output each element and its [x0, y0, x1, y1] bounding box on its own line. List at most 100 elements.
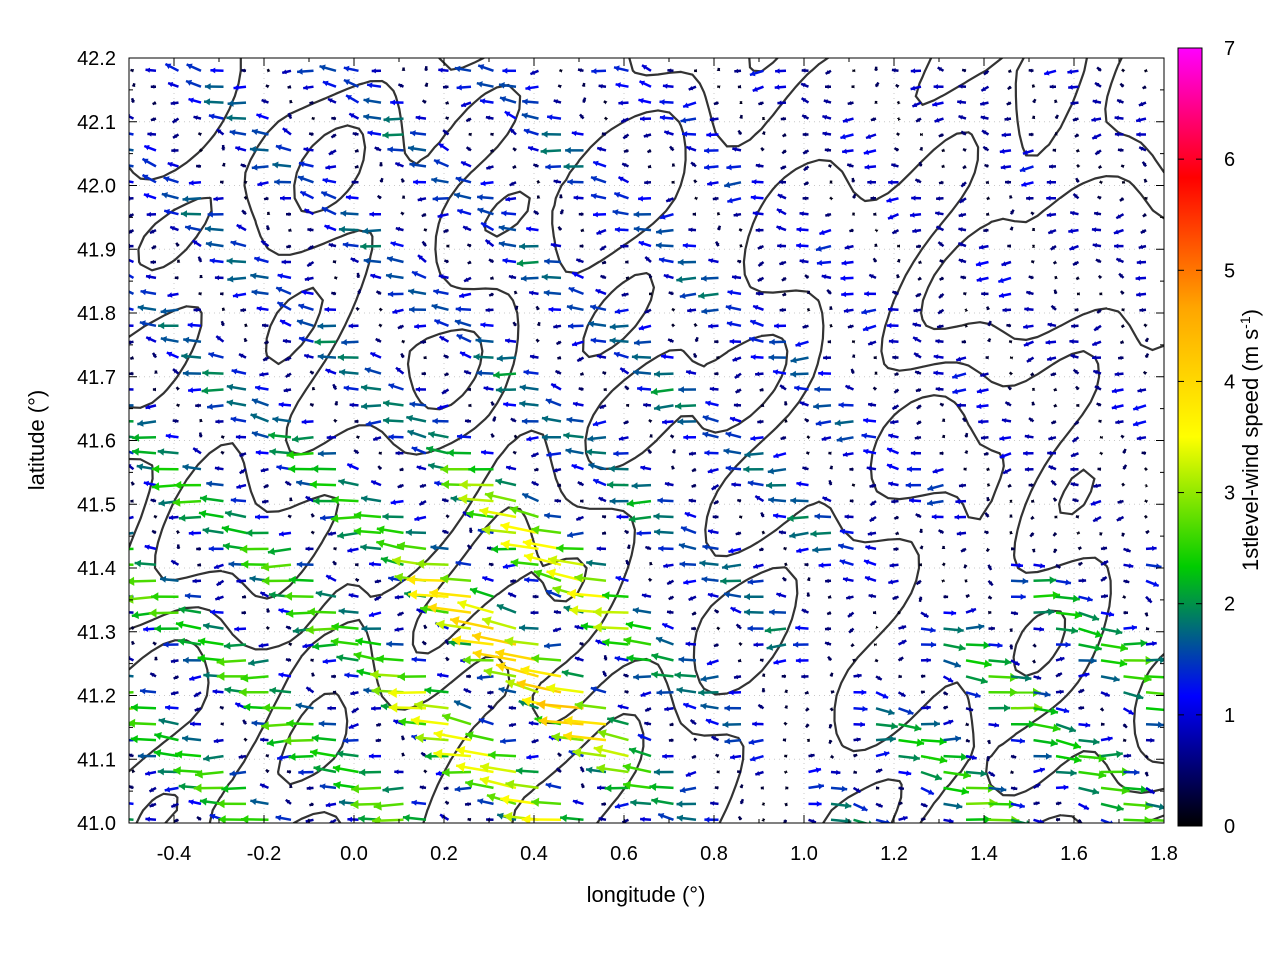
wind-arrow-head: [129, 243, 131, 249]
wind-arrow-head: [424, 770, 428, 774]
wind-arrow: [559, 209, 564, 215]
wind-arrow: [205, 240, 224, 248]
wind-arrow-head: [709, 386, 715, 392]
wind-arrow: [509, 127, 517, 136]
wind-arrow: [196, 546, 202, 551]
wind-arrow-head: [678, 386, 684, 393]
wind-arrow-head: [401, 353, 405, 358]
wind-arrow: [203, 98, 224, 106]
wind-arrow: [739, 798, 745, 805]
wind-arrow: [141, 173, 157, 184]
wind-arrow-head: [404, 590, 412, 599]
wind-arrow: [613, 351, 629, 359]
wind-arrow-head: [330, 637, 339, 647]
wind-arrow-head: [371, 68, 376, 74]
wind-arrow-head: [172, 418, 177, 424]
wind-arrow-head: [151, 245, 156, 249]
wind-arrow: [303, 353, 314, 359]
wind-arrow: [846, 163, 854, 168]
wind-arrow: [368, 753, 382, 759]
wind-arrow: [530, 610, 539, 615]
wind-arrow: [440, 464, 471, 474]
wind-arrow-head: [355, 637, 363, 646]
wind-arrow: [810, 530, 832, 538]
wind-arrow: [818, 370, 832, 377]
wind-arrow-shaft: [129, 148, 134, 152]
wind-arrow-head: [662, 83, 668, 89]
wind-arrow: [163, 176, 179, 184]
wind-arrow-head: [775, 68, 780, 74]
wind-arrow: [214, 595, 224, 601]
wind-arrow: [521, 418, 539, 425]
wind-arrow: [219, 180, 224, 185]
wind-arrow: [314, 338, 337, 346]
wind-arrow: [504, 338, 517, 344]
wind-arrow: [418, 500, 427, 506]
wind-arrow: [757, 244, 765, 250]
wind-arrow-head: [414, 700, 424, 711]
wind-arrow: [182, 463, 202, 471]
wind-arrow: [241, 560, 269, 569]
wind-arrow-head: [574, 573, 583, 583]
wind-arrow: [152, 387, 156, 392]
wind-arrow-head: [172, 497, 181, 507]
wind-arrow-head: [868, 820, 872, 823]
wind-arrow-head: [140, 289, 147, 296]
wind-arrow-head: [260, 467, 266, 473]
wind-arrow-head: [130, 703, 138, 712]
wind-arrow: [727, 289, 742, 296]
wind-arrow: [140, 289, 157, 296]
wind-arrow-head: [371, 686, 380, 696]
wind-arrow: [590, 175, 607, 184]
wind-arrow-head: [701, 275, 707, 282]
wind-arrow-head: [261, 721, 270, 731]
wind-arrow: [521, 112, 539, 120]
wind-arrow: [851, 483, 856, 488]
wind-arrow-head: [209, 813, 216, 820]
wind-arrow-head: [163, 176, 170, 183]
wind-arrow-head: [242, 594, 246, 599]
wind-arrow-head: [382, 785, 390, 794]
wind-arrow-head: [277, 302, 284, 308]
wind-arrow: [441, 388, 450, 395]
wind-arrow-head: [784, 722, 788, 726]
wind-arrow: [768, 496, 787, 504]
wind-arrow-head: [196, 546, 200, 551]
wind-arrow-head: [282, 69, 287, 75]
wind-arrow-head: [131, 641, 136, 645]
wind-arrow: [296, 561, 314, 568]
wind-arrow-head: [325, 164, 331, 170]
wind-arrow: [735, 623, 742, 630]
wind-arrow: [194, 707, 202, 712]
wind-arrow-head: [609, 497, 616, 505]
wind-arrow-head: [331, 495, 339, 505]
wind-arrow: [808, 801, 822, 807]
wind-arrow: [395, 366, 405, 375]
wind-arrow: [413, 179, 427, 185]
wind-arrow: [464, 418, 472, 424]
wind-arrow-head: [415, 115, 421, 121]
wind-arrow: [736, 498, 742, 503]
wind-arrow: [210, 609, 224, 616]
wind-arrow-head: [781, 674, 786, 679]
wind-arrow: [311, 672, 316, 677]
wind-arrow: [201, 386, 224, 395]
wind-arrow: [227, 275, 247, 283]
wind-arrow: [355, 562, 359, 567]
wind-arrow: [761, 673, 766, 677]
wind-arrow-head: [160, 307, 167, 315]
wind-arrow-head: [167, 292, 173, 298]
wind-arrow: [874, 66, 878, 71]
wind-arrow: [796, 481, 809, 487]
wind-arrow: [777, 243, 787, 249]
wind-arrow-head: [751, 179, 757, 185]
wind-arrow-head: [419, 483, 424, 488]
wind-arrow-head: [410, 715, 420, 726]
wind-arrow: [571, 340, 584, 347]
wind-arrow-head: [226, 114, 233, 122]
wind-arrow: [370, 480, 382, 487]
wind-arrow: [554, 498, 562, 503]
wind-arrow: [129, 419, 134, 423]
wind-arrow: [364, 367, 382, 375]
wind-arrow: [603, 387, 607, 392]
